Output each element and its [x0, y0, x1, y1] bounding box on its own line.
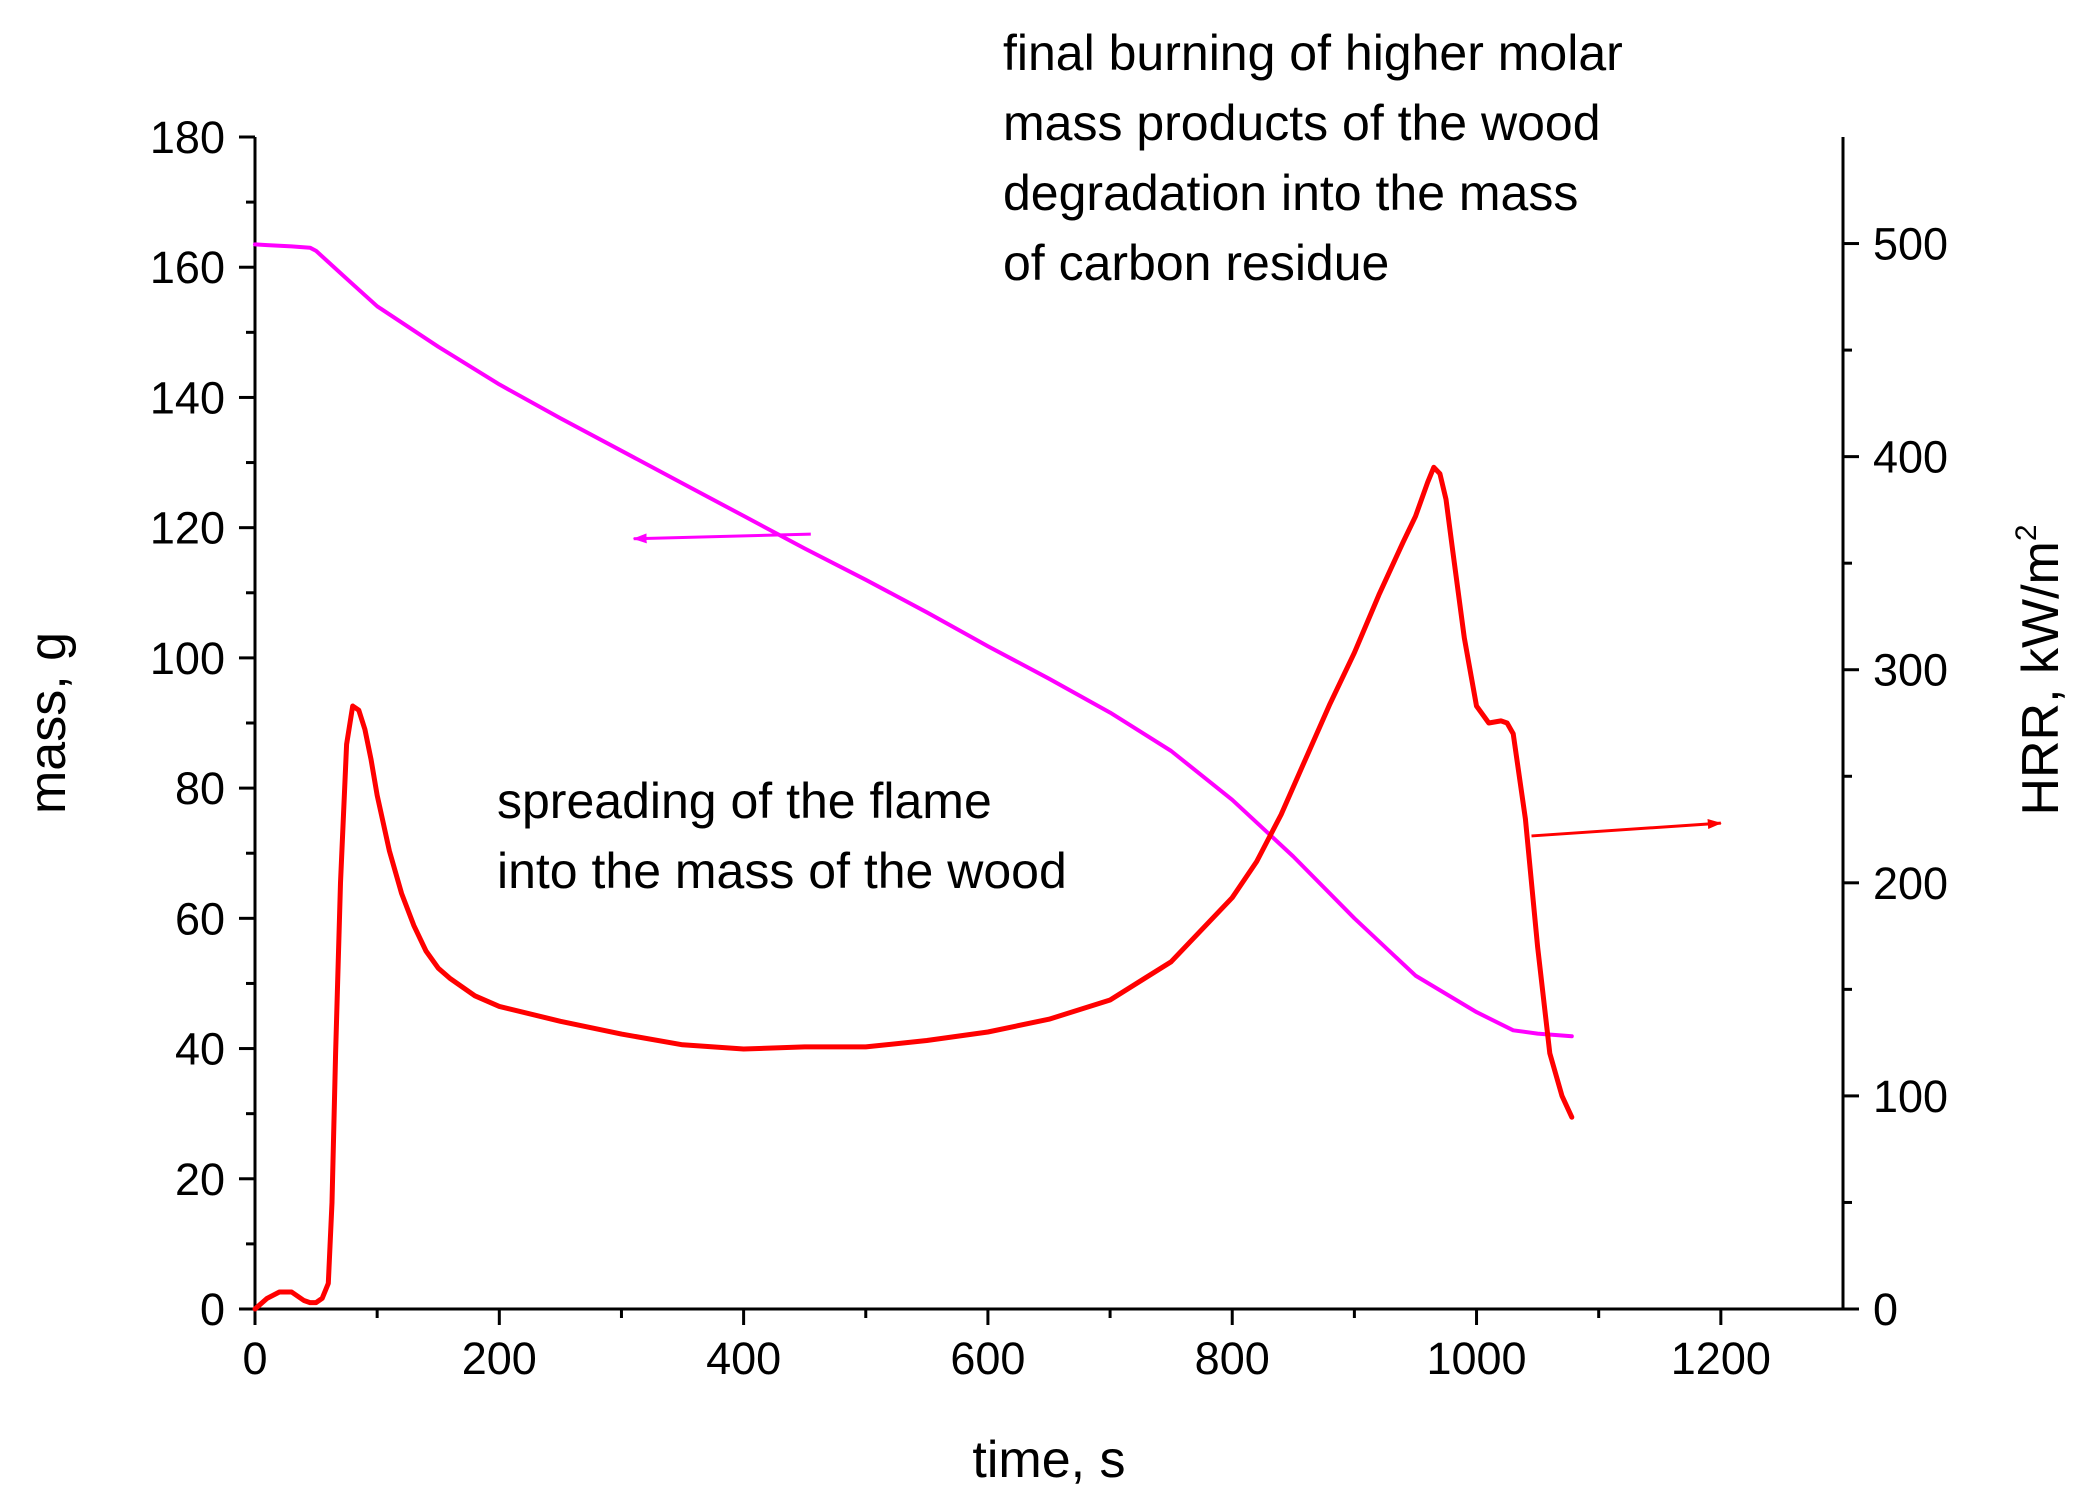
y-right-tick-label: 500 — [1873, 219, 1948, 270]
annotation-final-burning-line-3: degradation into the mass — [1003, 165, 1578, 221]
y-axis-right-title-superscript: 2 — [2010, 524, 2043, 541]
y-right-ticks: 0 100 200 300 400 500 — [1843, 219, 1948, 1335]
mass-axis-arrow — [632, 532, 811, 544]
x-tick-label: 200 — [462, 1333, 537, 1384]
y-right-tick-label: 0 — [1873, 1284, 1898, 1335]
y-left-tick-label: 140 — [150, 372, 225, 423]
y-right-tick-label: 100 — [1873, 1071, 1948, 1122]
y-right-tick-label: 300 — [1873, 645, 1948, 696]
y-left-tick-label: 100 — [150, 633, 225, 684]
annotation-final-burning-line-1: final burning of higher molar — [1003, 25, 1623, 81]
y-axis-left-title: mass, g — [19, 632, 77, 814]
series-layer — [252, 242, 1575, 1312]
x-ticks: 0 200 400 600 800 1000 1200 — [242, 1309, 1771, 1384]
x-axis-title: time, s — [972, 1431, 1125, 1489]
annotation-spreading-flame-line-2: into the mass of the wood — [497, 843, 1067, 899]
y-right-tick-label: 400 — [1873, 432, 1948, 483]
hrr-axis-arrow — [1531, 819, 1722, 838]
y-left-tick-label: 120 — [150, 503, 225, 554]
annotation-final-burning: final burning of higher molar mass produ… — [1003, 25, 1623, 291]
y-left-tick-label: 40 — [175, 1024, 225, 1075]
y-left-tick-label: 180 — [150, 112, 225, 163]
y-left-tick-label: 60 — [175, 893, 225, 944]
x-tick-label: 1000 — [1426, 1333, 1526, 1384]
x-tick-label: 0 — [242, 1333, 267, 1384]
annotation-final-burning-line-2: mass products of the wood — [1003, 95, 1601, 151]
x-tick-label: 600 — [950, 1333, 1025, 1384]
annotation-spreading-flame: spreading of the flame into the mass of … — [497, 773, 1067, 899]
y-left-tick-label: 160 — [150, 242, 225, 293]
y-right-tick-label: 200 — [1873, 858, 1948, 909]
x-tick-label: 800 — [1195, 1333, 1270, 1384]
y-axis-right-title-main: HRR, kW/m — [2012, 541, 2070, 815]
y-left-tick-label: 80 — [175, 763, 225, 814]
annotation-spreading-flame-line-1: spreading of the flame — [497, 773, 992, 829]
y-left-tick-label: 0 — [200, 1284, 225, 1335]
series-line-mass — [253, 242, 1574, 1039]
y-axis-right-title: HRR, kW/m2 — [2010, 524, 2070, 815]
y-left-ticks: 0 20 40 60 80 100 120 140 160 180 — [150, 112, 255, 1335]
y-left-tick-label: 20 — [175, 1154, 225, 1205]
axes-group — [253, 137, 1845, 1311]
annotation-final-burning-line-4: of carbon residue — [1003, 235, 1389, 291]
series-line-hrr — [252, 464, 1575, 1312]
x-tick-label: 400 — [706, 1333, 781, 1384]
x-tick-label: 1200 — [1671, 1333, 1771, 1384]
arrow-layer — [632, 532, 1722, 838]
